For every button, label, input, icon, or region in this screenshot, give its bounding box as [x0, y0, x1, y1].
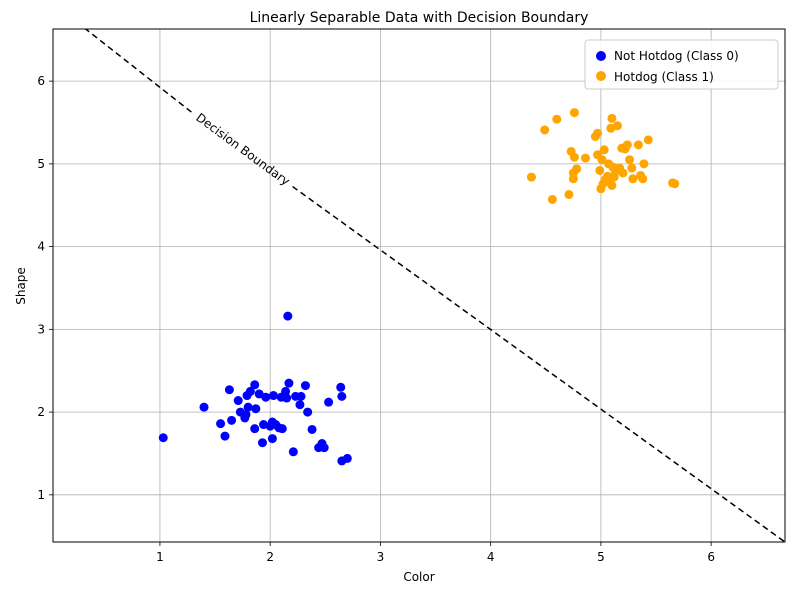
- point-not-hotdog: [261, 392, 271, 402]
- y-tick-label: 4: [37, 240, 45, 254]
- point-hotdog: [540, 125, 550, 135]
- point-not-hotdog: [288, 447, 298, 457]
- point-hotdog: [569, 108, 579, 118]
- point-hotdog: [612, 121, 622, 131]
- point-hotdog: [552, 114, 562, 124]
- point-hotdog: [633, 140, 643, 150]
- point-hotdog: [607, 180, 617, 190]
- point-hotdog: [639, 159, 649, 169]
- x-axis-label: Color: [403, 570, 434, 584]
- x-tick-label: 1: [156, 550, 164, 564]
- axis-ticks: 1 2 3 4 5 6 1 2 3 4 5 6: [37, 74, 715, 564]
- point-hotdog: [569, 152, 579, 162]
- legend-marker-not-hotdog: [596, 51, 606, 61]
- point-hotdog: [595, 165, 605, 175]
- point-hotdog: [628, 174, 638, 184]
- point-not-hotdog: [220, 431, 230, 441]
- point-not-hotdog: [216, 419, 226, 429]
- point-hotdog: [625, 155, 635, 165]
- point-hotdog: [580, 153, 590, 163]
- point-not-hotdog: [158, 433, 168, 443]
- point-hotdog: [627, 163, 637, 173]
- decision-boundary-line: [292, 185, 785, 542]
- chart-title: Linearly Separable Data with Decision Bo…: [250, 10, 589, 26]
- y-axis-label: Shape: [14, 267, 28, 305]
- legend-marker-hotdog: [596, 71, 606, 81]
- point-hotdog: [670, 179, 680, 189]
- point-not-hotdog: [199, 402, 209, 412]
- legend: Not Hotdog (Class 0) Hotdog (Class 1): [584, 39, 779, 90]
- grid-lines: [53, 29, 785, 542]
- point-not-hotdog: [227, 415, 237, 425]
- point-not-hotdog: [319, 443, 329, 453]
- data-points: [158, 108, 680, 466]
- legend-box: [584, 39, 779, 90]
- x-tick-label: 2: [266, 550, 274, 564]
- point-not-hotdog: [267, 434, 277, 444]
- decision-boundary-layer: [84, 29, 785, 542]
- point-not-hotdog: [233, 396, 243, 406]
- point-hotdog: [618, 168, 628, 178]
- x-tick-label: 6: [707, 550, 715, 564]
- point-hotdog: [638, 174, 648, 184]
- point-not-hotdog: [243, 402, 253, 412]
- point-hotdog: [622, 140, 632, 150]
- y-tick-label: 1: [37, 488, 45, 502]
- point-not-hotdog: [281, 386, 291, 396]
- point-hotdog: [564, 189, 574, 199]
- point-not-hotdog: [303, 407, 313, 417]
- y-tick-label: 3: [37, 322, 45, 336]
- point-hotdog: [526, 172, 536, 182]
- point-not-hotdog: [257, 438, 267, 448]
- point-hotdog: [593, 128, 603, 138]
- point-not-hotdog: [336, 382, 346, 392]
- x-tick-label: 4: [487, 550, 495, 564]
- point-not-hotdog: [224, 385, 234, 395]
- x-tick-label: 5: [597, 550, 605, 564]
- point-not-hotdog: [277, 424, 287, 434]
- point-not-hotdog: [268, 391, 278, 401]
- point-not-hotdog: [295, 400, 305, 410]
- point-not-hotdog: [241, 410, 251, 420]
- x-tick-label: 3: [377, 550, 385, 564]
- legend-label-hotdog: Hotdog (Class 1): [614, 70, 714, 84]
- point-not-hotdog: [245, 386, 255, 396]
- point-not-hotdog: [337, 391, 347, 401]
- y-tick-label: 6: [37, 74, 45, 88]
- point-not-hotdog: [251, 404, 261, 414]
- plot-frame: [52, 28, 786, 543]
- point-hotdog: [643, 135, 653, 145]
- point-hotdog: [607, 113, 617, 123]
- y-tick-label: 2: [37, 405, 45, 419]
- point-not-hotdog: [307, 424, 317, 434]
- point-not-hotdog: [324, 397, 334, 407]
- point-hotdog: [599, 145, 609, 155]
- point-not-hotdog: [342, 453, 352, 463]
- y-tick-label: 5: [37, 157, 45, 171]
- point-hotdog: [597, 155, 607, 165]
- point-not-hotdog: [296, 391, 306, 401]
- legend-label-not-hotdog: Not Hotdog (Class 0): [614, 49, 739, 63]
- point-not-hotdog: [250, 424, 260, 434]
- point-not-hotdog: [283, 311, 293, 321]
- point-not-hotdog: [250, 380, 260, 390]
- point-not-hotdog: [282, 393, 292, 403]
- point-hotdog: [572, 164, 582, 174]
- point-hotdog: [547, 194, 557, 204]
- point-not-hotdog: [284, 378, 294, 388]
- point-not-hotdog: [300, 381, 310, 391]
